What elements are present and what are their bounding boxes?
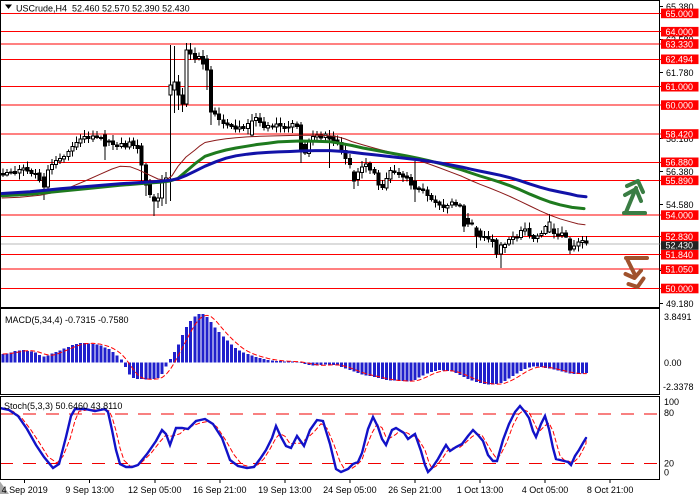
svg-text:65.380: 65.380 <box>666 2 694 12</box>
svg-text:4 Sep 2019: 4 Sep 2019 <box>2 485 48 495</box>
svg-text:16 Sep 21:00: 16 Sep 21:00 <box>193 485 247 495</box>
svg-text:52.830: 52.830 <box>666 232 694 242</box>
svg-text:58.420: 58.420 <box>666 129 694 139</box>
svg-text:8 Oct 21:00: 8 Oct 21:00 <box>587 485 634 495</box>
svg-text:-2.3378: -2.3378 <box>663 382 694 392</box>
svg-text:0.00: 0.00 <box>664 358 682 368</box>
svg-text:9 Sep 13:00: 9 Sep 13:00 <box>65 485 114 495</box>
svg-text:12 Sep 05:00: 12 Sep 05:00 <box>128 485 182 495</box>
svg-text:100: 100 <box>664 397 679 407</box>
svg-text:20: 20 <box>664 459 674 469</box>
svg-text:49.180: 49.180 <box>666 299 694 309</box>
svg-text:64.000: 64.000 <box>666 27 694 37</box>
svg-text:Stoch(5,3,3) 50.6460 43.8110: Stoch(5,3,3) 50.6460 43.8110 <box>4 401 122 411</box>
svg-text:MACD(5,34,4) -0.7315 -0.7580: MACD(5,34,4) -0.7315 -0.7580 <box>5 315 129 325</box>
svg-text:51.050: 51.050 <box>666 265 694 275</box>
svg-text:19 Sep 13:00: 19 Sep 13:00 <box>258 485 312 495</box>
svg-text:56.880: 56.880 <box>666 158 694 168</box>
svg-text:54.000: 54.000 <box>666 211 694 221</box>
svg-text:61.780: 61.780 <box>666 68 694 78</box>
svg-text:26 Sep 21:00: 26 Sep 21:00 <box>388 485 442 495</box>
svg-text:62.494: 62.494 <box>666 55 694 65</box>
svg-text:60.000: 60.000 <box>666 101 694 111</box>
svg-text:56.380: 56.380 <box>666 167 694 177</box>
svg-text:63.330: 63.330 <box>666 39 694 49</box>
svg-text:61.000: 61.000 <box>666 82 694 92</box>
svg-text:80: 80 <box>664 408 674 418</box>
svg-text:0: 0 <box>664 468 669 478</box>
svg-text:55.890: 55.890 <box>666 176 694 186</box>
svg-text:51.840: 51.840 <box>666 250 694 260</box>
svg-text:54.580: 54.580 <box>666 200 694 210</box>
svg-text:1 Oct 13:00: 1 Oct 13:00 <box>457 485 504 495</box>
svg-text:50.000: 50.000 <box>666 284 694 294</box>
svg-text:65.000: 65.000 <box>666 9 694 19</box>
svg-text:4 Oct 05:00: 4 Oct 05:00 <box>522 485 569 495</box>
svg-text:USCrude,H4 52.460 52.570 52.3: USCrude,H4 52.460 52.570 52.390 52.430 <box>16 4 190 14</box>
svg-text:24 Sep 05:00: 24 Sep 05:00 <box>323 485 377 495</box>
svg-text:52.430: 52.430 <box>666 241 694 251</box>
svg-text:3.8491: 3.8491 <box>664 312 692 322</box>
